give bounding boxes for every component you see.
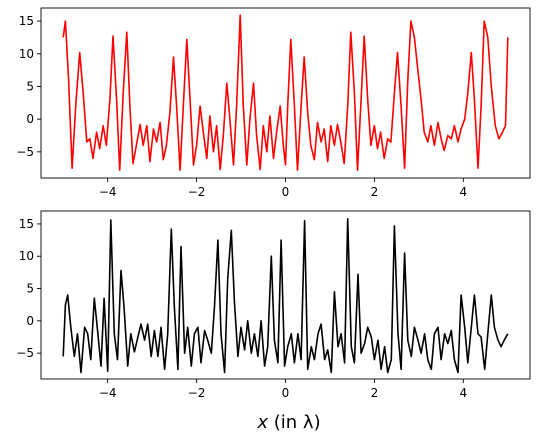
y-tick-label: 10 (19, 47, 34, 61)
x-tick-label: 0 (282, 386, 290, 400)
x-tick-label: −4 (99, 386, 117, 400)
y-tick-label: 10 (19, 249, 34, 263)
x-tick-label: −4 (99, 185, 117, 199)
series-line-0 (62, 218, 509, 374)
x-tick-label: 0 (282, 185, 290, 199)
bottom-subplot: −4 −2 0 2 4 −5 0 5 10 15 (16, 210, 531, 400)
axes-frame (40, 210, 531, 380)
y-tick-label: 5 (26, 79, 34, 93)
y-tick-label: −5 (16, 145, 34, 159)
y-tick-label: 0 (26, 314, 34, 328)
y-tick-label: 5 (26, 282, 34, 296)
x-tick-label: 4 (459, 386, 467, 400)
x-tick-label: −2 (188, 185, 206, 199)
x-axis-label: x (in λ) (256, 412, 320, 433)
x-tick-label: 4 (459, 185, 467, 199)
y-tick-label: 15 (19, 14, 34, 28)
x-tick-label: 2 (371, 185, 379, 199)
x-tick-label: 2 (371, 386, 379, 400)
top-subplot: −4 −2 0 2 4 −5 0 5 10 15 (16, 7, 531, 199)
y-tick-label: −5 (16, 346, 34, 360)
y-tick-label: 15 (19, 217, 34, 231)
series-line-0 (62, 14, 509, 171)
y-tick-label: 0 (26, 112, 34, 126)
x-tick-label: −2 (188, 386, 206, 400)
